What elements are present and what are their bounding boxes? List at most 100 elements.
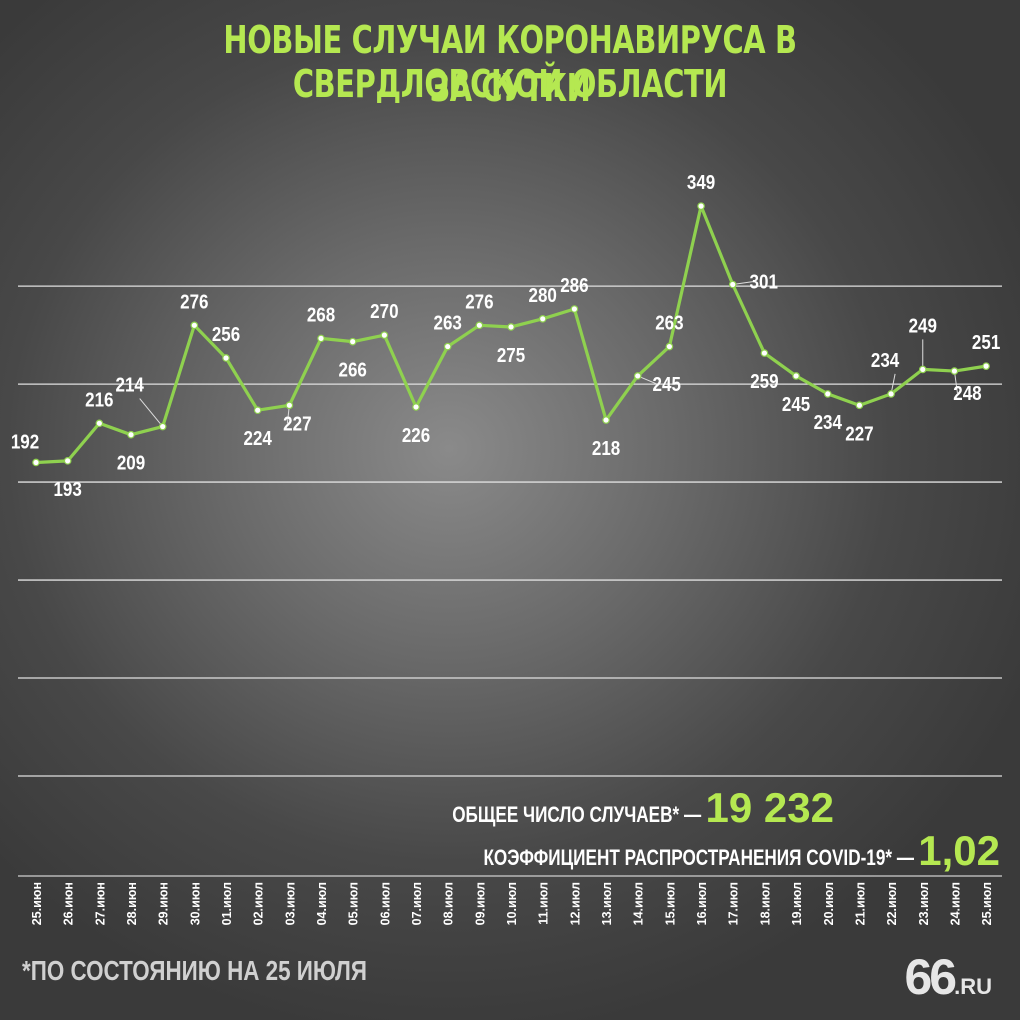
x-tick-label: 25.июл [980, 882, 994, 925]
data-label: 216 [85, 388, 113, 411]
data-label: 209 [117, 451, 145, 474]
data-label: 227 [845, 422, 873, 445]
series-line [35, 204, 987, 465]
data-label: 259 [750, 370, 778, 393]
total-cases-row: ОБЩЕЕ ЧИСЛО СЛУЧАЕВ* — 19 232 [382, 784, 834, 832]
data-label: 234 [871, 349, 900, 372]
x-tick-label: 26.июн [62, 882, 76, 925]
data-point [855, 401, 864, 410]
x-tick-label: 23.июл [917, 882, 931, 925]
data-label: 266 [339, 358, 367, 381]
x-tick-label: 08.июл [442, 882, 456, 925]
gridlines [18, 285, 1002, 877]
data-point [982, 362, 990, 370]
data-label: 248 [953, 382, 981, 405]
total-cases-label: ОБЩЕЕ ЧИСЛО СЛУЧАЕВ* — [452, 802, 702, 827]
x-tick-label: 28.июн [125, 882, 139, 925]
data-point [507, 323, 515, 331]
series-line-path [35, 204, 987, 465]
data-point [823, 390, 832, 398]
x-tick-label: 16.июл [695, 882, 709, 925]
data-point [538, 314, 547, 323]
data-point [633, 372, 642, 380]
x-tick-label: 29.июн [157, 882, 171, 925]
data-point [760, 349, 769, 357]
chart-title: НОВЫЕ СЛУЧАИ КОРОНАВИРУСА В СВЕРДЛОВСКОЙ… [223, 18, 797, 106]
x-tick-label: 24.июл [948, 882, 962, 925]
x-tick-label: 19.июл [790, 882, 804, 925]
x-tick-label: 01.июл [220, 882, 234, 925]
data-label: 245 [782, 393, 810, 416]
x-tick-label: 06.июл [378, 882, 392, 925]
data-labels: 1921932162092142762562242272682662702262… [11, 171, 1000, 500]
data-label: 270 [370, 300, 398, 323]
data-label: 192 [11, 430, 39, 453]
x-tick-label: 07.июл [410, 882, 424, 925]
x-tick-label: 20.июл [822, 882, 836, 925]
x-tick-label: 09.июл [473, 882, 487, 925]
label-leader-line [139, 398, 164, 427]
data-point [285, 401, 294, 410]
data-point [602, 416, 610, 424]
data-point [665, 342, 674, 351]
data-point [475, 321, 484, 330]
x-tick-label: 11.июл [537, 882, 551, 925]
data-point [32, 458, 40, 467]
data-point [728, 280, 737, 289]
data-label: 193 [53, 478, 81, 501]
data-point [697, 202, 705, 210]
data-point [158, 422, 167, 431]
data-point [253, 406, 262, 415]
x-tick-label: 13.июл [600, 882, 614, 925]
data-point [222, 354, 230, 362]
data-point [63, 457, 72, 465]
spread-rate-label: КОЭФФИЦИЕНТ РАСПРОСТРАНЕНИЯ COVID-19* — [483, 845, 914, 870]
data-label: 227 [283, 412, 311, 435]
data-label: 234 [814, 411, 843, 434]
chart-title-line2: ЗА СУТКИ [429, 66, 591, 110]
data-point [190, 321, 199, 330]
x-tick-label: 03.июл [283, 882, 297, 925]
total-cases-value: 19 232 [705, 784, 834, 831]
spread-rate-value: 1,02 [918, 827, 1000, 874]
data-label: 214 [116, 373, 145, 396]
data-point [887, 390, 895, 398]
x-tick-label: 27.июн [93, 882, 107, 925]
data-point [380, 331, 389, 339]
data-point [317, 334, 325, 343]
data-point [348, 337, 357, 346]
x-tick-label: 10.июл [505, 882, 519, 925]
data-point [443, 342, 452, 351]
data-label: 276 [180, 290, 208, 313]
x-tick-label: 21.июл [853, 882, 867, 925]
x-tick-label: 15.июл [663, 882, 677, 925]
x-tick-label: 18.июл [758, 882, 772, 925]
data-label: 218 [592, 437, 620, 460]
data-label: 349 [687, 171, 715, 194]
site-logo: 66.RU [904, 949, 992, 1005]
data-label: 263 [655, 311, 683, 334]
data-label: 226 [402, 424, 430, 447]
x-tick-label: 14.июл [632, 882, 646, 925]
x-tick-label: 05.июл [347, 882, 361, 925]
data-label: 224 [244, 427, 273, 450]
data-label: 286 [560, 274, 588, 297]
data-label: 249 [909, 314, 937, 337]
x-axis-labels: 25.июн 26.июн 27.июн 28.июн 29.июн 30.июн 01.и… [30, 882, 994, 925]
data-points [32, 202, 990, 467]
spread-rate-row: КОЭФФИЦИЕНТ РАСПРОСТРАНЕНИЯ COVID-19* — … [362, 827, 1000, 875]
data-label: 263 [434, 311, 462, 334]
x-tick-label: 04.июл [315, 882, 329, 925]
x-tick-label: 12.июл [568, 882, 582, 925]
data-label: 251 [972, 331, 1000, 354]
data-label: 280 [529, 283, 557, 306]
data-point [918, 365, 927, 374]
data-point [950, 367, 959, 375]
data-point [412, 403, 420, 411]
data-label: 301 [750, 270, 778, 293]
x-tick-label: 17.июл [727, 882, 741, 925]
data-label: 256 [212, 323, 240, 346]
data-label: 245 [653, 373, 681, 396]
data-point [792, 372, 800, 380]
